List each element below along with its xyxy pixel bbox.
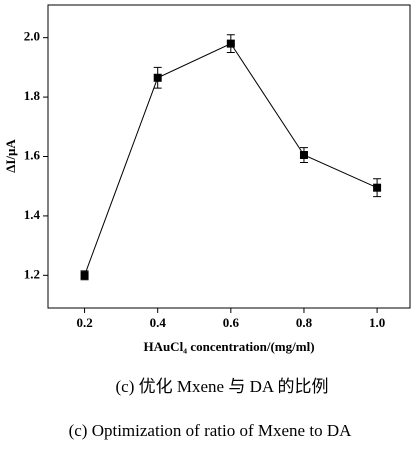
marker [80, 271, 89, 280]
x-tick-label: 0.2 [76, 315, 92, 330]
marker [153, 73, 162, 82]
y-axis-label: ΔI/μA [3, 139, 18, 173]
marker [226, 39, 235, 48]
y-tick-label: 1.2 [24, 266, 40, 281]
y-tick-label: 1.8 [24, 88, 41, 103]
x-tick-label: 0.8 [296, 315, 313, 330]
caption-en: (c) Optimization of ratio of Mxene to DA [69, 421, 353, 440]
marker [373, 183, 382, 192]
y-tick-label: 1.6 [24, 147, 41, 162]
plot-frame [47, 4, 411, 309]
series-line [84, 42, 378, 276]
marker [299, 151, 308, 160]
y-tick-label: 1.4 [24, 207, 41, 222]
caption-cn: (c) 优化 Mxene 与 DA 的比例 [116, 377, 329, 396]
x-axis-label: HAuCl₄ concentration/(mg/ml) [143, 339, 314, 354]
x-tick-label: 0.6 [223, 315, 240, 330]
x-tick-label: 0.4 [150, 315, 167, 330]
x-tick-label: 1.0 [369, 315, 385, 330]
y-tick-label: 2.0 [24, 29, 40, 44]
